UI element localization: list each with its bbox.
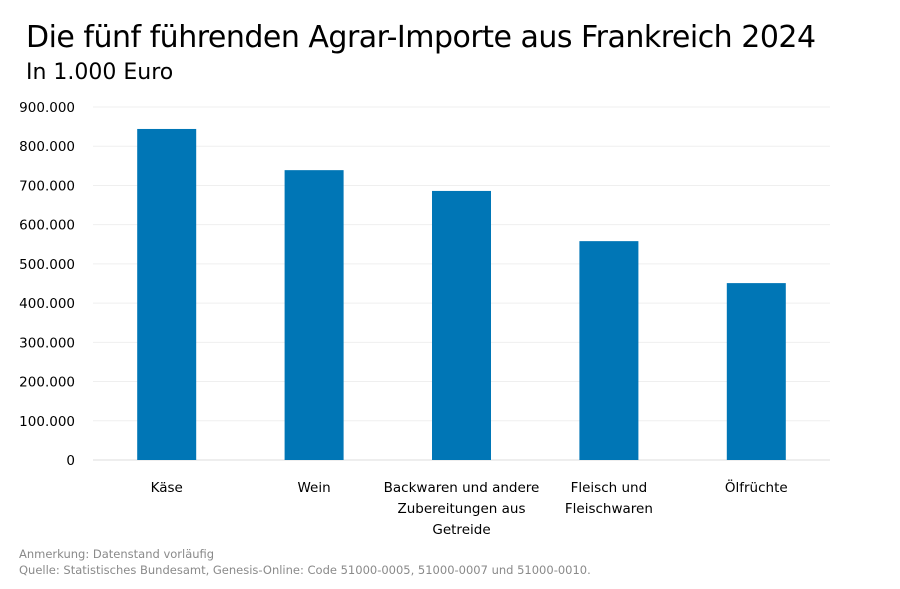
y-tick-label: 700.000	[19, 178, 75, 194]
x-tick-label: Backwaren und andere	[384, 480, 540, 496]
x-tick-label: Zubereitungen aus	[398, 501, 526, 517]
footnote: Anmerkung: Datenstand vorläufig	[19, 547, 215, 561]
bar-1	[284, 170, 344, 461]
y-tick-label: 200.000	[19, 375, 75, 391]
x-tick-label: Käse	[151, 480, 183, 496]
x-tick-label: Ölfrüchte	[725, 478, 788, 496]
bar-2	[432, 190, 491, 461]
x-tick-label: Getreide	[432, 522, 490, 538]
y-tick-label: 400.000	[19, 296, 75, 312]
y-tick-label: 600.000	[19, 218, 75, 234]
y-tick-label: 300.000	[19, 335, 75, 351]
bar-3	[579, 241, 639, 460]
x-tick-label: Fleisch und	[571, 480, 648, 496]
bar-4	[726, 283, 786, 460]
y-tick-label: 100.000	[19, 414, 75, 430]
chart-title: Die fünf führenden Agrar-Importe aus Fra…	[26, 20, 816, 55]
source-note: Quelle: Statistisches Bundesamt, Genesis…	[19, 563, 591, 577]
x-tick-label: Wein	[298, 480, 331, 496]
y-tick-label: 900.000	[19, 100, 75, 116]
y-tick-label: 500.000	[19, 257, 75, 273]
y-tick-label: 800.000	[19, 139, 75, 155]
y-tick-label: 0	[66, 453, 75, 469]
x-tick-label: Fleischwaren	[565, 501, 653, 517]
chart-subtitle: In 1.000 Euro	[26, 60, 174, 85]
bar-0	[137, 128, 197, 460]
